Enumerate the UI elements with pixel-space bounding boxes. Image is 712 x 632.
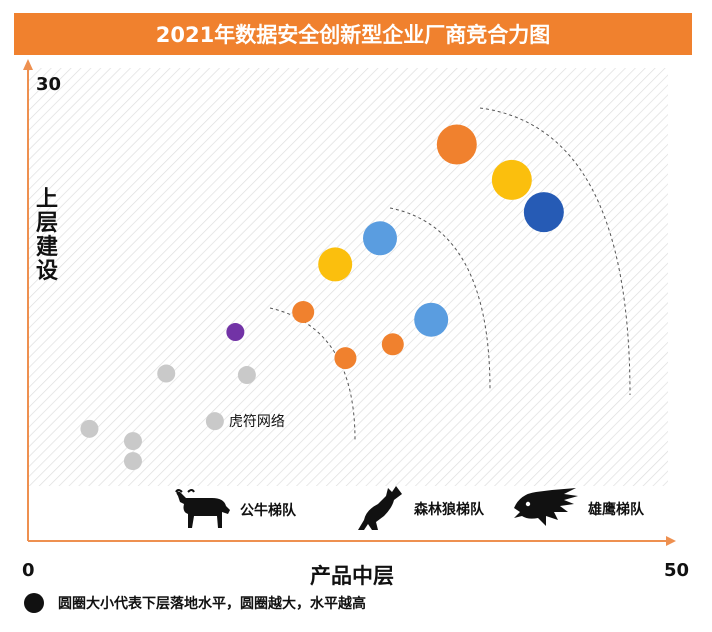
legend-wolf: 森林狼梯队 — [354, 484, 484, 534]
data-point — [123, 452, 142, 471]
plot-background — [28, 68, 668, 486]
legend-label-eagle: 雄鹰梯队 — [588, 502, 644, 518]
legend-label-bull: 公牛梯队 — [240, 503, 296, 519]
eagle-icon — [514, 488, 578, 526]
y-tick-max: 30 — [36, 74, 62, 95]
legend-label-wolf: 森林狼梯队 — [414, 502, 484, 518]
legend-eagle: 雄鹰梯队 — [512, 486, 644, 532]
size-note-bullet-icon — [24, 593, 44, 613]
x-tick-min: 0 — [22, 560, 35, 581]
data-point — [523, 192, 564, 233]
data-point — [491, 159, 532, 200]
size-note: 圆圈大小代表下层落地水平，圆圈越大，水平越高 — [24, 593, 366, 613]
data-point — [237, 366, 256, 385]
data-point — [414, 302, 449, 337]
data-points: 虎符网络 — [80, 124, 564, 471]
chart-title: 2021年数据安全创新型企业厂商竞合力图 — [14, 13, 692, 55]
x-tick-max: 50 — [664, 560, 690, 581]
legend-bull: 公牛梯队 — [172, 488, 296, 532]
y-axis-arrow — [23, 59, 33, 70]
data-point — [226, 323, 245, 342]
data-point — [123, 432, 142, 451]
tier-arc — [389, 207, 491, 391]
data-point — [292, 301, 315, 324]
data-point — [363, 221, 397, 256]
y-axis-label: 上层建设 — [35, 187, 58, 284]
data-point — [157, 364, 176, 383]
data-point — [80, 419, 99, 438]
tier-arcs — [269, 107, 631, 441]
data-point — [436, 124, 477, 165]
data-point — [381, 333, 404, 356]
data-point — [318, 247, 353, 282]
tier-arc — [269, 307, 356, 441]
x-axis-label: 产品中层 — [310, 564, 394, 588]
data-point — [334, 347, 357, 370]
bull-icon — [175, 489, 230, 528]
wolf-icon — [358, 486, 402, 530]
size-note-text: 圆圈大小代表下层落地水平，圆圈越大，水平越高 — [58, 596, 366, 612]
data-point — [205, 412, 224, 431]
data-point-label: 虎符网络 — [229, 414, 285, 430]
x-axis-arrow — [666, 536, 676, 546]
tier-arc — [479, 107, 631, 396]
